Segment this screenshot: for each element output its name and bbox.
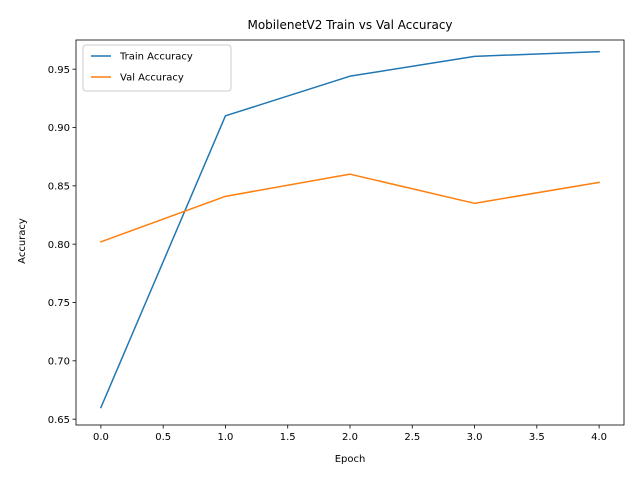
legend-box <box>82 44 232 92</box>
x-tick-label: 2.0 <box>342 432 358 443</box>
y-axis-label: Accuracy <box>17 218 28 264</box>
series-line-train-accuracy <box>99 50 600 409</box>
x-tick-label: 3.5 <box>529 432 545 443</box>
x-tick-label: 0.5 <box>155 432 171 443</box>
x-tick-label: 0.0 <box>93 432 109 443</box>
axes: 0.0 0.5 1.0 1.5 2.0 2.5 3.0 3.5 4.0 0.65 0.70 0.75 0… <box>48 39 625 443</box>
plot-area <box>99 50 600 409</box>
x-tick-label: 3.0 <box>467 432 483 443</box>
legend: Train Accuracy Val Accuracy <box>82 44 232 92</box>
x-axis-label: Epoch <box>335 454 366 465</box>
x-tick-label: 4.0 <box>591 432 607 443</box>
y-tick-label: 0.70 <box>48 356 70 367</box>
x-tick-label: 1.5 <box>280 432 296 443</box>
y-tick-label: 0.65 <box>48 415 70 426</box>
y-tick-label: 0.80 <box>48 240 70 251</box>
y-tick-label: 0.95 <box>48 65 70 76</box>
y-tick-label: 0.90 <box>48 123 70 134</box>
y-tick-label: 0.85 <box>48 181 70 192</box>
x-tick-label: 2.5 <box>404 432 420 443</box>
legend-label: Val Accuracy <box>120 73 184 84</box>
series-line-val-accuracy <box>99 173 600 243</box>
legend-label: Train Accuracy <box>119 52 193 63</box>
y-tick-label: 0.75 <box>48 298 70 309</box>
chart-title: MobilenetV2 Train vs Val Accuracy <box>247 18 452 32</box>
x-tick-label: 1.0 <box>218 432 234 443</box>
